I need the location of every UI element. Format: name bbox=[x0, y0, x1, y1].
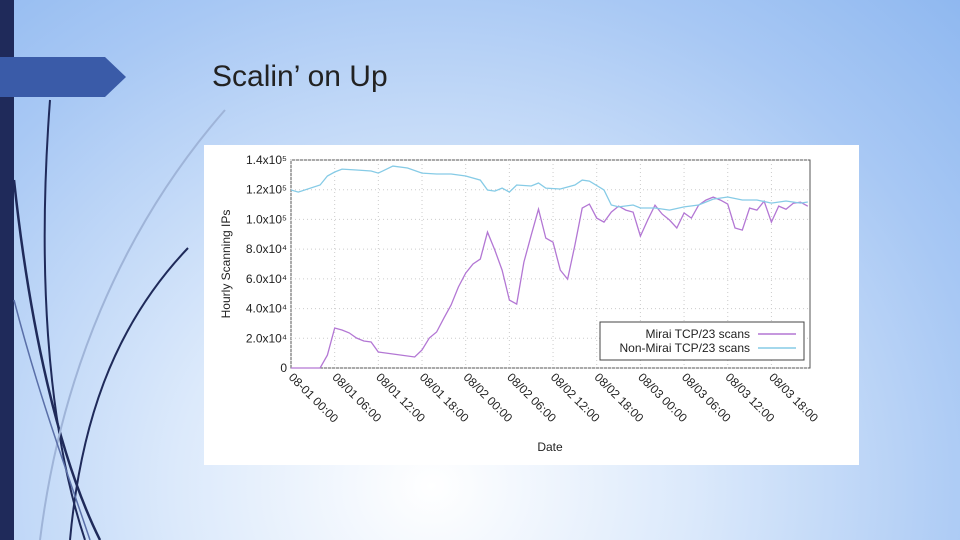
decor-curve bbox=[43, 99, 86, 540]
decor-curve bbox=[69, 247, 189, 540]
y-tick-label: 4.0x10⁴ bbox=[246, 302, 287, 316]
series-line bbox=[290, 165, 808, 211]
decor-curve bbox=[39, 109, 226, 540]
legend-label: Non-Mirai TCP/23 scans bbox=[620, 341, 751, 355]
decor-curve bbox=[13, 299, 91, 540]
y-tick-label: 1.4x10⁵ bbox=[246, 153, 287, 167]
slide-title: Scalin’ on Up bbox=[212, 60, 388, 93]
y-axis-label: Hourly Scanning IPs bbox=[219, 210, 233, 319]
title-arrow bbox=[0, 57, 126, 97]
x-axis-label: Date bbox=[537, 440, 563, 454]
y-tick-label: 1.2x10⁵ bbox=[246, 183, 287, 197]
y-tick-label: 0 bbox=[280, 361, 287, 375]
decor-curves bbox=[12, 99, 226, 540]
legend-label: Mirai TCP/23 scans bbox=[646, 327, 750, 341]
y-tick-label: 6.0x10⁴ bbox=[246, 272, 287, 286]
decor-curve bbox=[12, 179, 102, 540]
y-tick-label: 8.0x10⁴ bbox=[246, 242, 287, 256]
series-line bbox=[291, 196, 809, 369]
legend-box bbox=[599, 321, 805, 361]
y-tick-label: 2.0x10⁴ bbox=[246, 331, 287, 345]
y-tick-label: 1.0x10⁵ bbox=[246, 212, 287, 226]
chart-panel bbox=[204, 145, 859, 465]
side-bar bbox=[0, 0, 14, 540]
